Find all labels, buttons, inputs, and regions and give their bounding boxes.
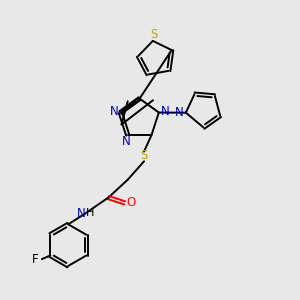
Text: N: N (110, 106, 118, 118)
Text: S: S (150, 28, 157, 41)
Text: N: N (175, 106, 184, 119)
Text: N: N (122, 135, 130, 148)
Text: N: N (161, 105, 170, 118)
Text: O: O (127, 196, 136, 209)
Text: F: F (32, 254, 39, 266)
Text: N: N (77, 207, 86, 220)
Text: H: H (86, 208, 94, 218)
Text: S: S (140, 149, 148, 162)
